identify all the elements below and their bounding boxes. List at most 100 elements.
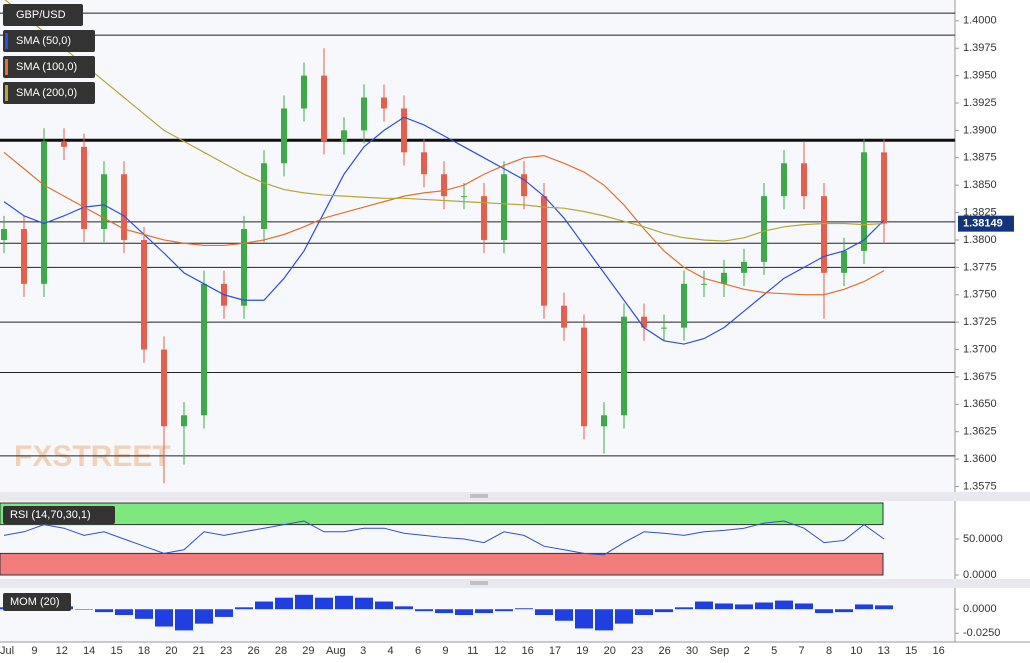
candle-body <box>621 316 627 416</box>
panel-divider <box>0 492 1030 501</box>
y-tick-label: 1.3650 <box>963 398 997 410</box>
x-tick-label: 23 <box>220 645 232 657</box>
candle-body <box>41 141 47 284</box>
candle-body <box>81 146 87 230</box>
candle-body <box>701 283 707 285</box>
candle-body <box>261 163 267 230</box>
mom-bar <box>475 609 493 614</box>
mom-bar <box>395 606 413 610</box>
x-tick-label: 23 <box>631 645 643 657</box>
x-tick-label: 10 <box>850 645 862 657</box>
candle-body <box>281 108 287 164</box>
x-tick-label: 6 <box>415 645 421 657</box>
y-tick-label: 50.0000 <box>963 533 1003 545</box>
mom-bar <box>95 609 113 613</box>
y-tick-label: 1.3875 <box>963 152 997 164</box>
price-panel <box>0 0 955 492</box>
chart-title: GBP/USD <box>16 9 66 21</box>
mom-bar <box>515 608 533 610</box>
y-tick-label: 1.3925 <box>963 97 997 109</box>
mom-bar <box>615 609 633 624</box>
candle-body <box>801 163 807 197</box>
mom-bar <box>495 609 513 612</box>
mom-bar <box>435 609 453 614</box>
logo: FXSTREET <box>14 440 171 473</box>
candle-body <box>861 152 867 251</box>
candle-body <box>541 196 547 306</box>
candle-body <box>721 272 727 284</box>
mom-bar <box>315 597 333 610</box>
y-tick-label: 1.3750 <box>963 289 997 301</box>
x-tick-label: 15 <box>905 645 917 657</box>
candle-body <box>61 141 67 147</box>
legend-swatch <box>5 59 8 75</box>
y-tick-label: 1.3775 <box>963 261 997 273</box>
mom-bar <box>635 609 653 615</box>
x-tick-label: 4 <box>388 645 394 657</box>
mom-bar <box>255 601 273 610</box>
y-tick-label: 1.4000 <box>963 15 997 27</box>
x-tick-label: 7 <box>799 645 805 657</box>
mom-bar <box>695 601 713 610</box>
candle-body <box>821 196 827 273</box>
x-tick-label: 18 <box>138 645 150 657</box>
mom-bar <box>295 594 313 610</box>
legend-label: SMA (50,0) <box>16 35 71 47</box>
candle-body <box>361 97 367 131</box>
candle-body <box>561 305 567 328</box>
legend-swatch <box>5 33 8 49</box>
x-tick-label: 20 <box>604 645 616 657</box>
candle-body <box>661 327 667 329</box>
x-tick-label: 30 <box>686 645 698 657</box>
mom-bar <box>675 607 693 610</box>
mom-bar <box>815 609 833 614</box>
y-tick-label: 0.0000 <box>963 603 997 615</box>
y-tick-label: 1.3825 <box>963 206 997 218</box>
candle-body <box>841 250 847 273</box>
candle-body <box>881 152 887 224</box>
mom-bar <box>655 609 673 613</box>
candle-body <box>201 283 207 416</box>
y-tick-label: 1.3700 <box>963 343 997 355</box>
candle-body <box>181 415 187 427</box>
x-tick-label: 13 <box>878 645 890 657</box>
x-tick-label: 17 <box>549 645 561 657</box>
legend-box <box>3 56 95 78</box>
candle-body <box>521 174 527 197</box>
y-tick-label: 1.3675 <box>963 371 997 383</box>
mom-bar <box>75 609 93 610</box>
mom-bar <box>335 595 353 610</box>
x-tick-label: 12 <box>56 645 68 657</box>
candle-body <box>461 196 467 198</box>
mom-bar <box>275 597 293 610</box>
x-tick-label: 9 <box>31 645 37 657</box>
y-tick-label: 0.0000 <box>963 569 997 581</box>
candle-body <box>101 174 107 230</box>
mom-bar <box>115 609 133 615</box>
candle-body <box>601 415 607 427</box>
candle-body <box>581 327 587 427</box>
candle-body <box>741 261 747 273</box>
x-tick-label: Jul <box>0 645 14 657</box>
candle-body <box>21 229 27 284</box>
sma-line <box>3 151 885 296</box>
mom-bar <box>455 609 473 615</box>
candle-body <box>1 229 7 240</box>
x-tick-label: 16 <box>521 645 533 657</box>
y-tick-label: 1.3900 <box>963 124 997 136</box>
x-tick-label: 15 <box>110 645 122 657</box>
chart-layer: 1.3575 1.3600 1.3625 1.3650 1.3675 1.3700 1.37… <box>0 0 1014 657</box>
candle-body <box>441 174 447 197</box>
mom-bar <box>715 603 733 610</box>
sma-line <box>3 116 885 345</box>
candle-body <box>401 108 407 153</box>
legend-label: SMA (200,0) <box>16 87 77 99</box>
mom-bar <box>855 604 873 610</box>
sma-line <box>4 0 885 242</box>
x-tick-label: 19 <box>576 645 588 657</box>
last-price-box <box>958 215 1014 232</box>
x-tick-label: Sep <box>710 645 730 657</box>
mom-bar <box>375 601 393 610</box>
x-tick-label: 28 <box>275 645 287 657</box>
